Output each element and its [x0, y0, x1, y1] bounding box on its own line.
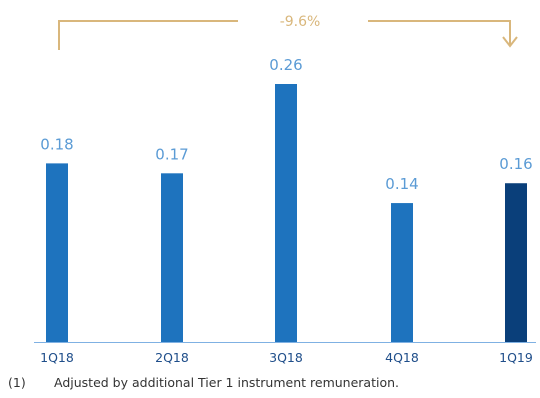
- value-label-1Q19: 0.16: [499, 155, 532, 173]
- tick-label-1Q18: 1Q18: [40, 350, 74, 365]
- value-label-3Q18: 0.26: [269, 56, 302, 74]
- tick-label-3Q18: 3Q18: [269, 350, 303, 365]
- bar-4Q18: [391, 203, 413, 342]
- annotation-bracket-right: [368, 20, 511, 45]
- bar-1Q18: [46, 163, 68, 342]
- value-label-4Q18: 0.14: [385, 175, 418, 193]
- footnote: (1) Adjusted by additional Tier 1 instrum…: [8, 375, 399, 390]
- bar-2Q18: [161, 173, 183, 342]
- footnote-text: Adjusted by additional Tier 1 instrument…: [54, 375, 400, 390]
- change-annotation: -9.6%: [58, 14, 518, 50]
- x-tick-labels: 1Q18 2Q18 3Q18 4Q18 1Q19: [40, 350, 533, 365]
- value-label-2Q18: 0.17: [155, 145, 188, 163]
- annotation-label: -9.6%: [280, 14, 321, 30]
- value-label-1Q18: 0.18: [40, 135, 73, 153]
- bar-chart: -9.6% 0.18 0.17 0.26 0.14 0.16 1Q18 2Q18 3Q18 4…: [34, 14, 536, 365]
- tick-label-2Q18: 2Q18: [155, 350, 189, 365]
- footnote-marker: (1): [8, 375, 26, 390]
- bar-3Q18: [275, 84, 297, 342]
- annotation-arrow-head: [502, 36, 518, 48]
- bar-1Q19: [505, 183, 527, 342]
- tick-label-4Q18: 4Q18: [385, 350, 419, 365]
- annotation-bracket-left: [58, 20, 238, 50]
- tick-label-1Q19: 1Q19: [499, 350, 533, 365]
- bars-group: 0.18 0.17 0.26 0.14 0.16: [40, 56, 533, 342]
